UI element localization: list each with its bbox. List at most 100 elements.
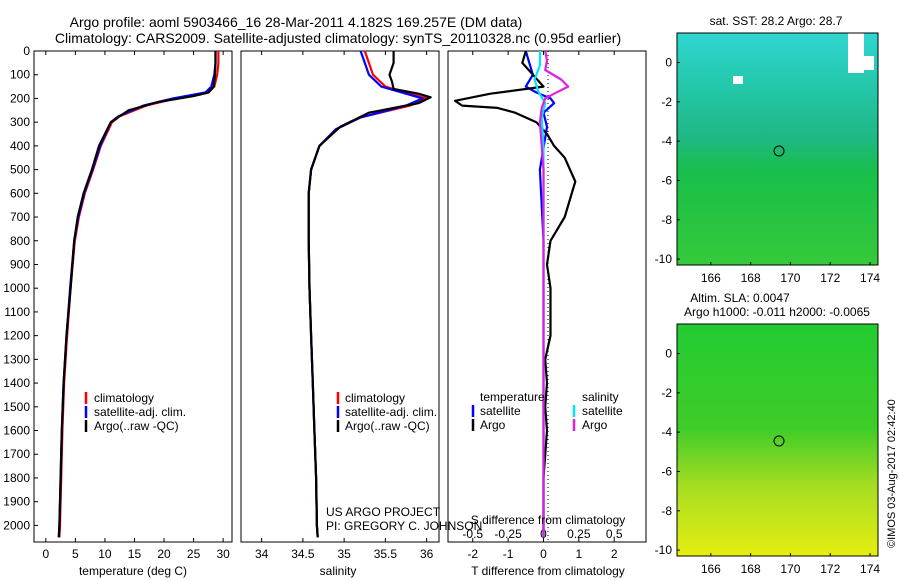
- x-tick-label: 20: [157, 547, 171, 561]
- series-line-argo-raw-qc-: [307, 51, 432, 538]
- map-x-tick-label: 168: [741, 562, 761, 576]
- map-x-tick-label: 170: [780, 271, 800, 285]
- map-y-tick-label: -8: [661, 504, 672, 518]
- x-tick-label: 0: [540, 547, 547, 561]
- difference-panel: -2 -1 0 1 2-0.5 -0.25 0 0.25 0.5 S difference fr…: [447, 50, 647, 578]
- difference-lines: [454, 50, 577, 538]
- x-tick-label: 15: [128, 547, 142, 561]
- map-y-tick-label: -8: [661, 213, 672, 227]
- x-tick-label: -2: [467, 547, 478, 561]
- x-tick-label: 30: [216, 547, 230, 561]
- project-line-1: US ARGO PROJECT: [326, 505, 441, 519]
- legend-label-t-argo: Argo: [480, 418, 506, 432]
- sst-heatmap-field: [677, 33, 878, 265]
- y-tick-label: 1400: [3, 376, 30, 390]
- legend-label-satellite: satellite-adj. clim.: [345, 405, 437, 419]
- legend-label-argo: Argo(..raw -QC): [345, 419, 430, 433]
- sla-map-ticks: 166 168 170 172 174 0 -2 -4 -6 -8 -10: [655, 346, 881, 576]
- y-tick-label: 600: [10, 186, 30, 200]
- s-tick-label: 0.25: [567, 527, 591, 541]
- legend-label-argo: Argo(..raw -QC): [94, 419, 179, 433]
- difference-legend: temperature satellite Argo salinity sate…: [471, 390, 623, 432]
- x-tick-label: 1: [575, 547, 582, 561]
- map-x-tick-label: 174: [860, 271, 880, 285]
- y-tick-label: 1500: [3, 400, 30, 414]
- sst-map-title: sat. SST: 28.2 Argo: 28.7: [710, 14, 843, 28]
- series-line-argo-raw-qc-: [57, 51, 217, 538]
- map-x-tick-label: 166: [701, 271, 721, 285]
- y-tick-label: 1000: [3, 281, 30, 295]
- map-y-tick-label: -6: [661, 173, 672, 187]
- project-line-2: PI: GREGORY C. JOHNSON: [326, 519, 482, 533]
- y-tick-label: 400: [10, 139, 30, 153]
- title-line-2: Climatology: CARS2009. Satellite-adjuste…: [55, 30, 621, 46]
- x-tick-label: 10: [98, 547, 112, 561]
- y-tick-label: 1200: [3, 329, 30, 343]
- y-tick-label: 1100: [4, 305, 30, 319]
- sla-map-title: Altim. SLA: 0.0047: [690, 291, 790, 305]
- x-tick-label: 34: [255, 547, 269, 561]
- y-tick-label: 700: [10, 210, 30, 224]
- map-x-tick-label: 172: [820, 562, 840, 576]
- s-tick-label: 0.5: [606, 527, 623, 541]
- sst-map-panel: sat. SST: 28.2 Argo: 28.7 166 168 170 172 17…: [655, 14, 881, 285]
- y-tick-label: 300: [10, 115, 30, 129]
- difference-ticks: -2 -1 0 1 2-0.5 -0.25 0 0.25 0.5: [462, 51, 623, 561]
- sst-map-frame: [676, 32, 879, 266]
- map-x-tick-label: 168: [741, 271, 761, 285]
- x-tick-label: 0: [42, 547, 49, 561]
- y-tick-label: 100: [10, 68, 30, 82]
- argo-position-marker: [773, 435, 785, 447]
- series-line-climatology: [58, 51, 220, 538]
- x-tick-label: 36: [420, 547, 434, 561]
- series-line-satellite-adj-clim-: [57, 51, 217, 538]
- map-x-tick-label: 170: [780, 562, 800, 576]
- title-line-1: Argo profile: aoml 5903466_16 28-Mar-201…: [70, 14, 523, 30]
- y-tick-label: 1800: [3, 471, 30, 485]
- sst-land-patches: [733, 33, 874, 84]
- land-patch: [860, 56, 874, 70]
- y-tick-label: 800: [10, 234, 30, 248]
- y-tick-label: 0: [23, 44, 30, 58]
- y-tick-label: 200: [10, 91, 30, 105]
- land-patch: [733, 76, 743, 84]
- x-tick-label: 25: [187, 547, 201, 561]
- map-x-tick-label: 172: [820, 271, 840, 285]
- map-y-tick-label: 0: [665, 346, 672, 360]
- series-line-satellite-adj-clim-: [307, 50, 424, 538]
- legend-label-climatology: climatology: [94, 391, 154, 405]
- map-x-tick-label: 174: [860, 562, 880, 576]
- map-y-tick-label: -10: [655, 252, 673, 266]
- map-y-tick-label: -10: [655, 543, 673, 557]
- s-tick-label: -0.25: [494, 527, 522, 541]
- s-tick-label: -0.5: [462, 527, 483, 541]
- difference-xlabel: T difference from climatology: [471, 564, 625, 578]
- legend-header-temperature: temperature: [480, 390, 545, 404]
- temperature-axes-frame: [33, 50, 233, 543]
- legend-label-s-satellite: satellite: [582, 404, 623, 418]
- difference-xlabel-top: S difference from climatology: [471, 513, 626, 527]
- x-tick-label: 2: [611, 547, 618, 561]
- legend-header-salinity: salinity: [582, 390, 619, 404]
- salinity-xlabel: salinity: [320, 564, 357, 578]
- series-line-temperature-argo: [454, 50, 577, 538]
- sla-map-frame: [676, 323, 879, 557]
- salinity-legend: climatology satellite-adj. clim. Argo(..…: [336, 391, 437, 433]
- legend-label-s-argo: Argo: [582, 418, 608, 432]
- map-y-tick-label: -2: [661, 386, 672, 400]
- argo-position-marker: [773, 145, 785, 157]
- map-x-tick-label: 166: [701, 562, 721, 576]
- x-tick-label: 34.5: [291, 547, 315, 561]
- difference-axes-frame: [447, 50, 647, 543]
- x-tick-label: 5: [72, 547, 79, 561]
- sla-heatmap-field: [677, 324, 878, 556]
- sla-map-subtitle: Argo h1000: -0.011 h2000: -0.0065: [684, 305, 870, 319]
- x-tick-label: -1: [503, 547, 514, 561]
- salinity-ticks: 34 34.5 35 35.5 36: [255, 51, 434, 561]
- temperature-legend: climatology satellite-adj. clim. Argo(..…: [84, 391, 186, 433]
- sst-map-ticks: 166 168 170 172 174 0 -2 -4 -6 -8 -10: [655, 55, 881, 285]
- temperature-panel: 0 5 10 15 20 25 300100200300400500600700800900…: [3, 44, 233, 578]
- y-tick-label: 900: [10, 257, 30, 271]
- y-tick-label: 1300: [3, 352, 30, 366]
- legend-label-satellite: satellite-adj. clim.: [94, 405, 186, 419]
